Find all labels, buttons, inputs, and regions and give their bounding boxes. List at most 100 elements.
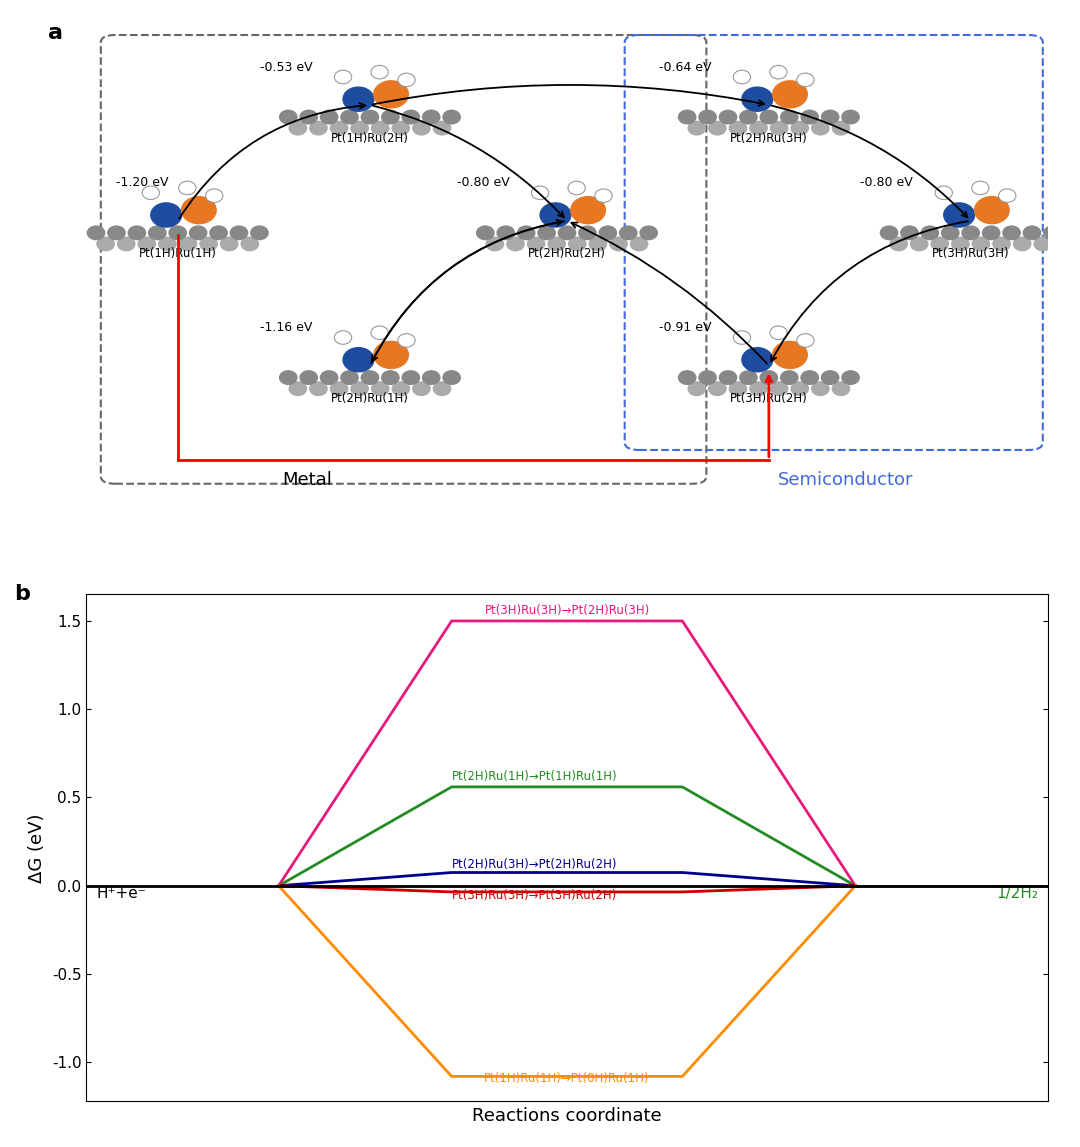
Ellipse shape xyxy=(97,237,114,251)
Ellipse shape xyxy=(341,110,359,124)
Ellipse shape xyxy=(833,122,850,135)
Ellipse shape xyxy=(289,122,307,135)
Ellipse shape xyxy=(443,370,460,384)
Ellipse shape xyxy=(87,226,105,240)
Ellipse shape xyxy=(678,370,696,384)
Ellipse shape xyxy=(770,65,787,79)
Text: -0.53 eV: -0.53 eV xyxy=(259,61,312,73)
Ellipse shape xyxy=(330,382,348,396)
Ellipse shape xyxy=(181,196,216,224)
Ellipse shape xyxy=(548,237,565,251)
Ellipse shape xyxy=(362,370,379,384)
Ellipse shape xyxy=(443,110,460,124)
Ellipse shape xyxy=(797,334,814,348)
Text: -0.80 eV: -0.80 eV xyxy=(457,177,510,189)
Ellipse shape xyxy=(944,203,974,227)
Ellipse shape xyxy=(372,122,389,135)
Ellipse shape xyxy=(374,80,408,108)
X-axis label: Reactions coordinate: Reactions coordinate xyxy=(472,1107,662,1125)
Text: -0.91 eV: -0.91 eV xyxy=(659,321,711,334)
Ellipse shape xyxy=(801,110,819,124)
Ellipse shape xyxy=(750,382,767,396)
Ellipse shape xyxy=(330,122,348,135)
Ellipse shape xyxy=(708,122,726,135)
Ellipse shape xyxy=(433,122,450,135)
Ellipse shape xyxy=(1043,226,1061,240)
Ellipse shape xyxy=(230,226,247,240)
Ellipse shape xyxy=(842,110,860,124)
Ellipse shape xyxy=(397,334,415,348)
Ellipse shape xyxy=(772,80,808,108)
Ellipse shape xyxy=(527,237,544,251)
Ellipse shape xyxy=(699,110,716,124)
Ellipse shape xyxy=(942,226,959,240)
Ellipse shape xyxy=(772,342,808,368)
Y-axis label: ΔG (eV): ΔG (eV) xyxy=(28,813,46,882)
Text: H⁺+e⁻: H⁺+e⁻ xyxy=(96,885,146,900)
Ellipse shape xyxy=(1003,226,1021,240)
Ellipse shape xyxy=(571,196,606,224)
Ellipse shape xyxy=(610,237,627,251)
Ellipse shape xyxy=(108,226,125,240)
Text: Pt(3H)Ru(3H): Pt(3H)Ru(3H) xyxy=(932,248,1010,260)
Ellipse shape xyxy=(321,370,338,384)
Ellipse shape xyxy=(374,342,408,368)
Ellipse shape xyxy=(149,226,166,240)
Ellipse shape xyxy=(507,237,524,251)
Ellipse shape xyxy=(742,87,772,111)
Ellipse shape xyxy=(708,382,726,396)
Ellipse shape xyxy=(170,226,187,240)
Ellipse shape xyxy=(422,110,440,124)
Text: -1.16 eV: -1.16 eV xyxy=(260,321,312,334)
Ellipse shape xyxy=(699,370,716,384)
Ellipse shape xyxy=(540,203,571,227)
Text: 1/2H₂: 1/2H₂ xyxy=(996,885,1038,900)
Ellipse shape xyxy=(822,370,839,384)
Ellipse shape xyxy=(890,237,907,251)
Ellipse shape xyxy=(733,70,751,84)
Ellipse shape xyxy=(910,237,928,251)
Ellipse shape xyxy=(781,370,798,384)
Ellipse shape xyxy=(1013,237,1030,251)
Ellipse shape xyxy=(1035,237,1052,251)
Text: Pt(2H)Ru(3H)→Pt(2H)Ru(2H): Pt(2H)Ru(3H)→Pt(2H)Ru(2H) xyxy=(451,858,617,871)
Ellipse shape xyxy=(993,237,1010,251)
Ellipse shape xyxy=(351,382,368,396)
Ellipse shape xyxy=(220,237,238,251)
Ellipse shape xyxy=(770,382,787,396)
Text: Metal: Metal xyxy=(283,470,333,489)
Ellipse shape xyxy=(595,189,612,202)
Text: Pt(1H)Ru(1H)→Pt(0H)Ru(1H): Pt(1H)Ru(1H)→Pt(0H)Ru(1H) xyxy=(484,1072,650,1085)
Ellipse shape xyxy=(880,226,897,240)
Text: Pt(2H)Ru(3H): Pt(2H)Ru(3H) xyxy=(730,132,808,145)
Ellipse shape xyxy=(200,237,217,251)
Ellipse shape xyxy=(341,370,359,384)
Ellipse shape xyxy=(497,226,514,240)
Ellipse shape xyxy=(822,110,839,124)
Ellipse shape xyxy=(568,181,585,195)
Ellipse shape xyxy=(335,70,352,84)
Ellipse shape xyxy=(1024,226,1041,240)
Ellipse shape xyxy=(742,348,772,372)
Ellipse shape xyxy=(781,110,798,124)
Ellipse shape xyxy=(760,110,778,124)
Ellipse shape xyxy=(797,73,814,87)
Ellipse shape xyxy=(901,226,918,240)
Ellipse shape xyxy=(729,382,746,396)
Ellipse shape xyxy=(801,370,819,384)
Ellipse shape xyxy=(321,110,338,124)
Ellipse shape xyxy=(351,122,368,135)
Ellipse shape xyxy=(300,370,318,384)
Ellipse shape xyxy=(343,87,374,111)
Ellipse shape xyxy=(770,326,787,340)
Ellipse shape xyxy=(189,226,206,240)
Ellipse shape xyxy=(381,110,399,124)
Ellipse shape xyxy=(962,226,980,240)
Ellipse shape xyxy=(921,226,939,240)
Ellipse shape xyxy=(310,122,327,135)
Text: Semiconductor: Semiconductor xyxy=(778,470,914,489)
Ellipse shape xyxy=(678,110,696,124)
Ellipse shape xyxy=(631,237,648,251)
Text: Pt(3H)Ru(2H): Pt(3H)Ru(2H) xyxy=(730,392,808,405)
Ellipse shape xyxy=(569,237,586,251)
